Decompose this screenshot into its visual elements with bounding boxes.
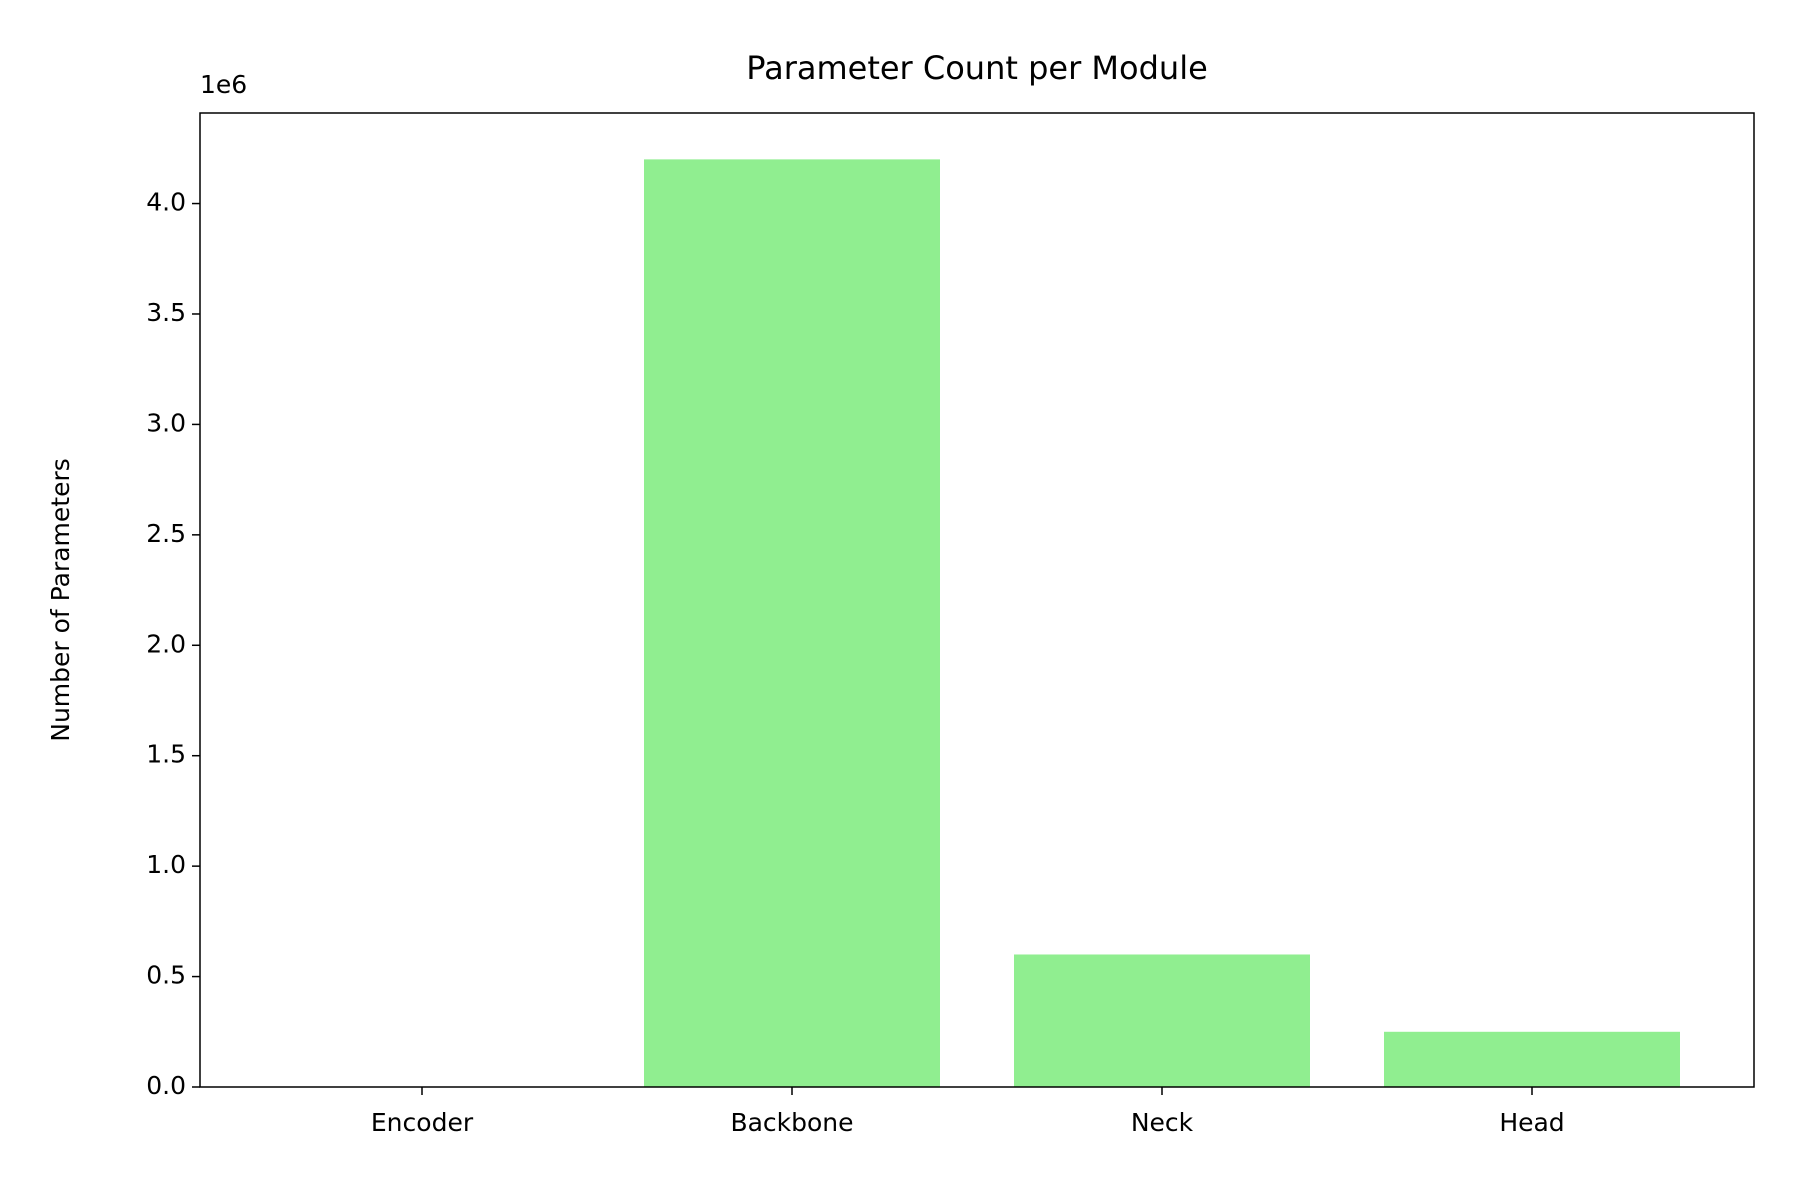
y-axis-label: Number of Parameters — [46, 458, 75, 742]
y-tick-label: 3.0 — [146, 408, 186, 437]
y-tick-label: 0.5 — [146, 961, 186, 990]
bar — [1384, 1031, 1680, 1087]
bar — [644, 159, 940, 1087]
y-tick-label: 4.0 — [146, 188, 186, 217]
y-tick-label: 1.0 — [146, 850, 186, 879]
x-tick-label: Head — [1499, 1108, 1564, 1137]
plot-frame — [199, 112, 1755, 1088]
y-tick-label: 2.5 — [146, 519, 186, 548]
y-tick-label: 0.0 — [146, 1071, 186, 1100]
x-tick-label: Backbone — [730, 1108, 853, 1137]
x-tick-label: Neck — [1131, 1108, 1194, 1137]
y-offset-label: 1e6 — [200, 70, 247, 99]
bar — [1014, 954, 1310, 1087]
y-tick-label: 1.5 — [146, 740, 186, 769]
chart-title: Parameter Count per Module — [746, 49, 1208, 87]
y-tick-label: 2.0 — [146, 629, 186, 658]
x-tick-label: Encoder — [371, 1108, 474, 1137]
y-tick-label: 3.5 — [146, 298, 186, 327]
